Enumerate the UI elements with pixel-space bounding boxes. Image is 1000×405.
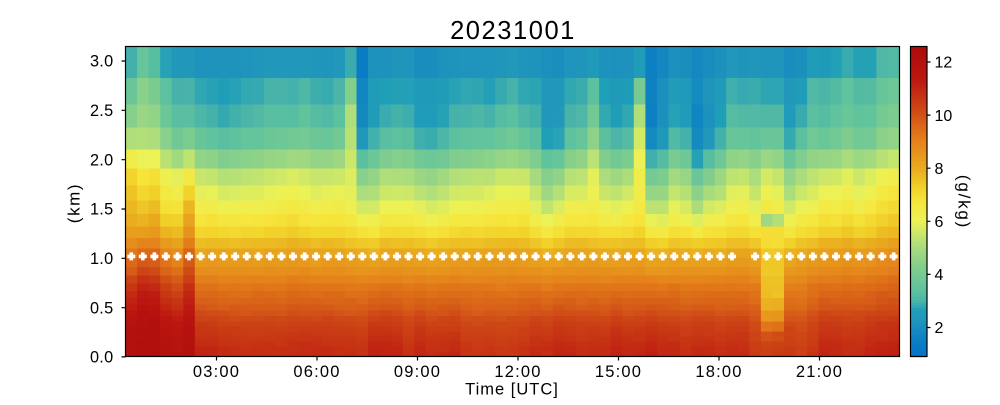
svg-text:10: 10 [935, 108, 953, 125]
svg-text:15:00: 15:00 [595, 363, 642, 381]
svg-text:2.0: 2.0 [90, 151, 114, 169]
svg-text:(g/kg): (g/kg) [955, 175, 974, 229]
svg-text:8: 8 [935, 161, 944, 178]
svg-text:3.0: 3.0 [90, 53, 114, 71]
svg-text:2: 2 [935, 320, 944, 337]
svg-text:1.5: 1.5 [90, 201, 114, 219]
svg-text:2.5: 2.5 [90, 102, 114, 120]
svg-text:6: 6 [935, 214, 944, 231]
svg-text:20231001: 20231001 [450, 17, 576, 45]
svg-text:09:00: 09:00 [394, 363, 441, 381]
svg-text:0.5: 0.5 [90, 299, 114, 317]
svg-text:12:00: 12:00 [494, 363, 541, 381]
svg-text:21:00: 21:00 [796, 363, 843, 381]
svg-text:03:00: 03:00 [193, 363, 240, 381]
svg-text:Time [UTC]: Time [UTC] [465, 381, 559, 399]
svg-text:4: 4 [935, 267, 944, 284]
svg-text:18:00: 18:00 [695, 363, 742, 381]
svg-text:(km): (km) [65, 183, 84, 223]
svg-text:06:00: 06:00 [293, 363, 340, 381]
svg-text:1.0: 1.0 [90, 250, 114, 268]
svg-text:12: 12 [935, 55, 953, 72]
svg-text:0.0: 0.0 [90, 349, 114, 367]
